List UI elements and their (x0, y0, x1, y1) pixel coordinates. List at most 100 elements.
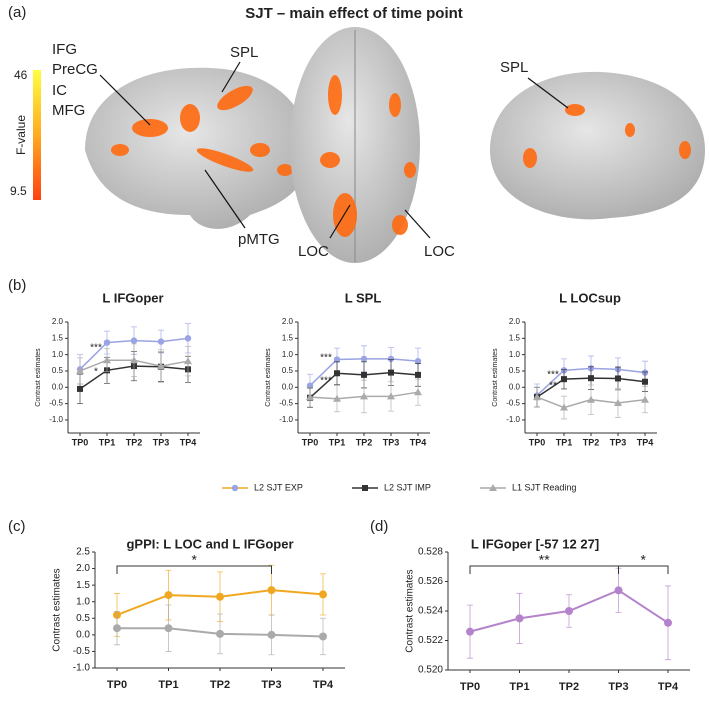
panel-label: (c) (8, 518, 26, 535)
x-tick-label: TP4 (180, 437, 197, 447)
x-tick-label: TP0 (529, 437, 546, 447)
x-tick-label: TP3 (608, 681, 628, 693)
x-tick-label: TP4 (637, 437, 654, 447)
point (333, 356, 341, 363)
region-label: SPL (230, 44, 258, 61)
y-tick-label: -0.5 (73, 646, 91, 657)
significance: *** (320, 376, 332, 387)
y-tick-label: 1.5 (52, 333, 64, 342)
region-label: LOC (424, 243, 455, 260)
y-tick-label: 1.5 (509, 333, 521, 342)
point (157, 338, 165, 345)
point (334, 370, 340, 377)
y-tick-label: -1.0 (49, 415, 63, 424)
x-tick-label: TP3 (261, 679, 281, 691)
point (641, 395, 649, 403)
region-label: pMTG (238, 231, 280, 248)
brain-right (490, 71, 705, 220)
point (216, 592, 224, 601)
point (565, 607, 573, 615)
x-tick-label: TP3 (610, 437, 627, 447)
colorbar (33, 70, 41, 200)
point (561, 376, 567, 383)
y-tick-label: -0.5 (279, 399, 293, 408)
region-label: IFG (52, 41, 77, 58)
point (164, 591, 173, 600)
point (113, 624, 121, 633)
x-tick-label: TP2 (126, 437, 143, 447)
x-tick-label: TP4 (410, 437, 427, 447)
point (184, 357, 192, 365)
point (319, 632, 327, 641)
x-tick-label: TP3 (383, 437, 400, 447)
point (103, 356, 111, 364)
y-tick-label: 0.0 (52, 382, 64, 391)
bracket (116, 565, 272, 574)
point (414, 357, 422, 365)
x-tick-label: TP4 (658, 681, 679, 693)
point (387, 392, 395, 400)
point (77, 385, 83, 392)
point (216, 629, 224, 638)
legend-label: L2 SJT EXP (254, 482, 303, 492)
point (614, 586, 623, 595)
y-tick-label: -1.0 (506, 415, 520, 424)
significance: ** (539, 552, 550, 568)
colorbar-min: 9.5 (10, 184, 27, 198)
y-axis-label: Contrast estimates (35, 348, 42, 407)
chart-title: gPPI: L LOC and L IFGoper (126, 536, 293, 551)
chart-title: L IFGoper [-57 12 27] (471, 536, 599, 551)
legend-label: L2 SJT IMP (384, 482, 431, 492)
y-tick-label: 1.0 (282, 350, 294, 359)
y-tick-label: 0.5 (509, 366, 521, 375)
legend-label: L1 SJT Reading (512, 482, 576, 492)
figure-title: SJT – main effect of time point (245, 5, 463, 22)
significance: *** (90, 343, 102, 354)
legend-marker (489, 484, 497, 491)
region-label: MFG (52, 102, 85, 119)
point (588, 375, 594, 382)
point (76, 366, 84, 374)
point (388, 369, 394, 376)
brain-top (290, 27, 420, 263)
point (664, 618, 672, 627)
leader-lines (99, 61, 569, 239)
y-tick-label: -0.5 (506, 399, 520, 408)
y-tick-label: -0.5 (49, 399, 63, 408)
point (361, 371, 367, 378)
x-tick-label: TP2 (559, 681, 579, 693)
point (184, 335, 192, 342)
point (319, 590, 327, 599)
colorbar-label: F-value (14, 115, 28, 155)
x-tick-label: TP0 (107, 679, 127, 691)
region-label: SPL (500, 59, 528, 76)
x-tick-label: TP0 (302, 437, 319, 447)
point (515, 614, 524, 623)
point (414, 388, 422, 396)
y-tick-label: 0.520 (418, 665, 443, 676)
y-tick-label: 1.5 (282, 333, 294, 342)
point (103, 339, 111, 346)
chart-title: L SPL (345, 290, 382, 305)
point (157, 362, 165, 370)
y-tick-label: 0.524 (418, 606, 443, 617)
y-tick-label: -1.0 (279, 415, 293, 424)
point (360, 392, 368, 400)
y-tick-label: 0.526 (418, 576, 443, 587)
y-axis-label: Contrast estimates (265, 348, 272, 407)
y-tick-label: 2.0 (282, 317, 294, 326)
y-tick-label: 2.0 (76, 563, 90, 574)
x-tick-label: TP3 (153, 437, 170, 447)
brain-left (85, 67, 310, 229)
significance: * (192, 552, 198, 568)
x-tick-label: TP1 (329, 437, 346, 447)
x-tick-label: TP1 (99, 437, 116, 447)
legend-marker (231, 484, 239, 492)
point (360, 355, 368, 363)
y-tick-label: 1.0 (52, 350, 64, 359)
point (466, 627, 474, 636)
region-label: IC (52, 82, 67, 99)
y-axis-label: Contrast estimates (492, 348, 499, 407)
y-tick-label: 1.0 (76, 596, 90, 607)
y-tick-label: 0.0 (282, 382, 294, 391)
